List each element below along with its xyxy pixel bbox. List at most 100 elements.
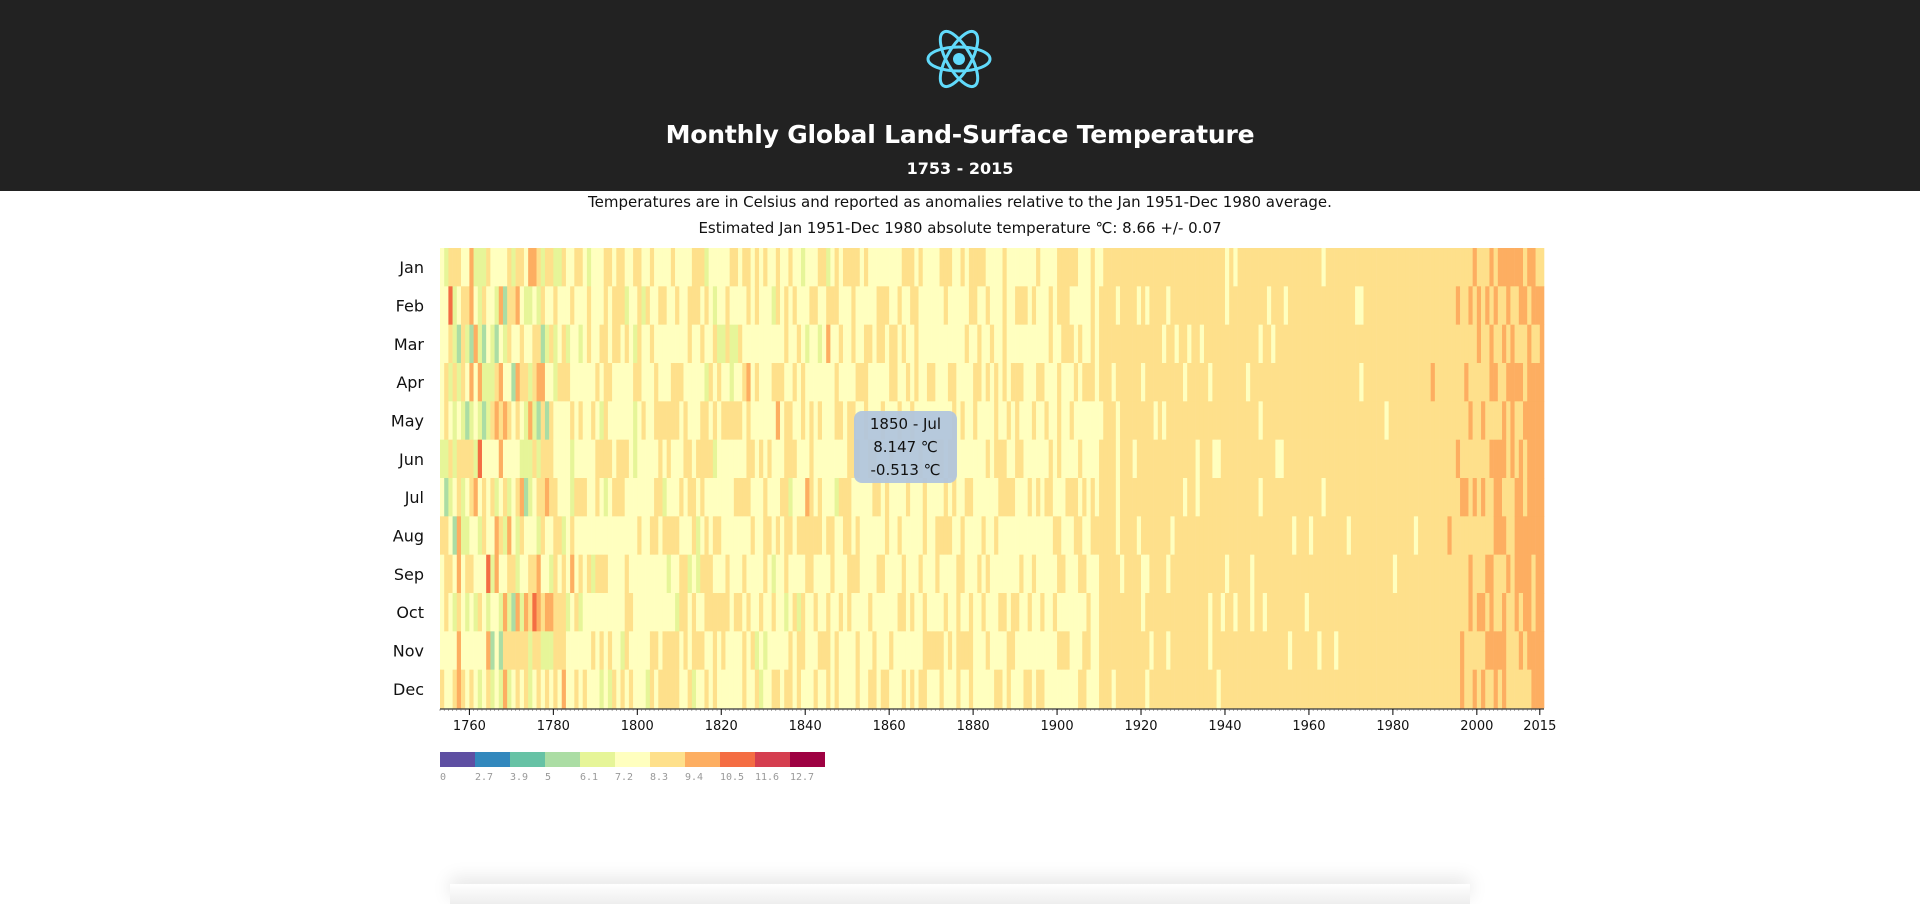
heatmap-cell[interactable] (570, 593, 575, 632)
heatmap-cell[interactable] (1149, 363, 1154, 402)
heatmap-cell[interactable] (1518, 478, 1524, 517)
heatmap-cell[interactable] (733, 363, 739, 402)
heatmap-cell[interactable] (1418, 478, 1423, 517)
heatmap-cell[interactable] (595, 324, 600, 364)
heatmap-cell[interactable] (889, 669, 894, 709)
heatmap-cell[interactable] (1464, 401, 1469, 440)
heatmap-cell[interactable] (1145, 593, 1150, 632)
heatmap-cell[interactable] (549, 363, 554, 402)
heatmap-cell[interactable] (469, 439, 474, 479)
heatmap-cell[interactable] (595, 478, 600, 517)
heatmap-cell[interactable] (1413, 324, 1419, 364)
heatmap-cell[interactable] (1073, 286, 1079, 325)
heatmap-cell[interactable] (838, 669, 844, 709)
heatmap-cell[interactable] (935, 324, 940, 364)
heatmap-cell[interactable] (717, 401, 722, 440)
heatmap-cell[interactable] (1430, 439, 1436, 479)
heatmap-cell[interactable] (519, 631, 525, 670)
heatmap-cell[interactable] (939, 669, 945, 709)
heatmap-cell[interactable] (813, 593, 819, 632)
heatmap-cell[interactable] (838, 248, 844, 287)
heatmap-cell[interactable] (775, 554, 781, 594)
heatmap-cell[interactable] (1191, 439, 1196, 479)
heatmap-cell[interactable] (1107, 401, 1112, 440)
heatmap-cell[interactable] (754, 324, 760, 364)
heatmap-cell[interactable] (658, 516, 663, 555)
heatmap-cell[interactable] (1015, 593, 1020, 632)
heatmap-cell[interactable] (574, 363, 579, 402)
heatmap-cell[interactable] (549, 248, 554, 287)
heatmap-cell[interactable] (658, 286, 663, 325)
heatmap-cell[interactable] (1451, 248, 1457, 287)
heatmap-cell[interactable] (1485, 516, 1490, 555)
heatmap-cell[interactable] (851, 516, 856, 555)
heatmap-cell[interactable] (1078, 631, 1083, 670)
heatmap-cell[interactable] (746, 593, 751, 632)
heatmap-cell[interactable] (1476, 401, 1482, 440)
heatmap-cell[interactable] (826, 363, 831, 402)
heatmap-cell[interactable] (1010, 324, 1016, 364)
heatmap-cell[interactable] (523, 593, 529, 632)
heatmap-cell[interactable] (1523, 248, 1528, 287)
heatmap-cell[interactable] (1292, 593, 1297, 632)
heatmap-cell[interactable] (473, 478, 479, 517)
heatmap-cell[interactable] (708, 248, 714, 287)
heatmap-cell[interactable] (1338, 516, 1343, 555)
heatmap-cell[interactable] (1044, 631, 1049, 670)
heatmap-cell[interactable] (742, 439, 747, 479)
heatmap-cell[interactable] (1262, 401, 1268, 440)
heatmap-cell[interactable] (1401, 554, 1406, 594)
heatmap-cell[interactable] (599, 286, 605, 325)
heatmap-cell[interactable] (725, 248, 730, 287)
heatmap-cell[interactable] (943, 363, 949, 402)
heatmap-cell[interactable] (645, 439, 651, 479)
heatmap-cell[interactable] (637, 439, 642, 479)
heatmap-cell[interactable] (1203, 669, 1209, 709)
heatmap-cell[interactable] (859, 631, 865, 670)
heatmap-cell[interactable] (1300, 669, 1306, 709)
heatmap-cell[interactable] (712, 286, 718, 325)
heatmap-cell[interactable] (855, 516, 861, 555)
heatmap-cell[interactable] (1237, 554, 1243, 594)
heatmap-cell[interactable] (960, 478, 966, 517)
heatmap-cell[interactable] (1279, 554, 1285, 594)
heatmap-cell[interactable] (582, 478, 588, 517)
heatmap-cell[interactable] (1078, 439, 1083, 479)
heatmap-cell[interactable] (1224, 516, 1230, 555)
heatmap-cell[interactable] (1275, 286, 1280, 325)
heatmap-cell[interactable] (1321, 554, 1327, 594)
heatmap-cell[interactable] (1153, 439, 1159, 479)
heatmap-cell[interactable] (1002, 554, 1007, 594)
heatmap-cell[interactable] (897, 248, 903, 287)
heatmap-cell[interactable] (1514, 516, 1520, 555)
heatmap-cell[interactable] (1325, 324, 1331, 364)
heatmap-cell[interactable] (1258, 554, 1264, 594)
heatmap-cell[interactable] (1325, 631, 1331, 670)
heatmap-cell[interactable] (1287, 324, 1293, 364)
heatmap-cell[interactable] (1418, 363, 1423, 402)
heatmap-cell[interactable] (498, 324, 504, 364)
heatmap-cell[interactable] (1107, 248, 1112, 287)
heatmap-cell[interactable] (1292, 248, 1297, 287)
heatmap-cell[interactable] (1233, 631, 1238, 670)
heatmap-cell[interactable] (1371, 286, 1377, 325)
heatmap-cell[interactable] (918, 516, 924, 555)
heatmap-cell[interactable] (662, 324, 667, 364)
heatmap-cell[interactable] (1162, 286, 1167, 325)
heatmap-cell[interactable] (633, 286, 638, 325)
heatmap-cell[interactable] (759, 439, 764, 479)
heatmap-cell[interactable] (448, 248, 453, 287)
heatmap-cell[interactable] (884, 593, 890, 632)
heatmap-cell[interactable] (528, 669, 533, 709)
heatmap-cell[interactable] (981, 439, 987, 479)
heatmap-cell[interactable] (1099, 248, 1104, 287)
heatmap-cell[interactable] (1107, 363, 1112, 402)
heatmap-cell[interactable] (578, 324, 584, 364)
heatmap-cell[interactable] (1292, 286, 1297, 325)
heatmap-cell[interactable] (809, 478, 814, 517)
heatmap-cell[interactable] (780, 401, 785, 440)
heatmap-cell[interactable] (1472, 439, 1478, 479)
heatmap-cell[interactable] (1287, 401, 1293, 440)
heatmap-cell[interactable] (1279, 516, 1285, 555)
heatmap-cell[interactable] (1187, 516, 1192, 555)
